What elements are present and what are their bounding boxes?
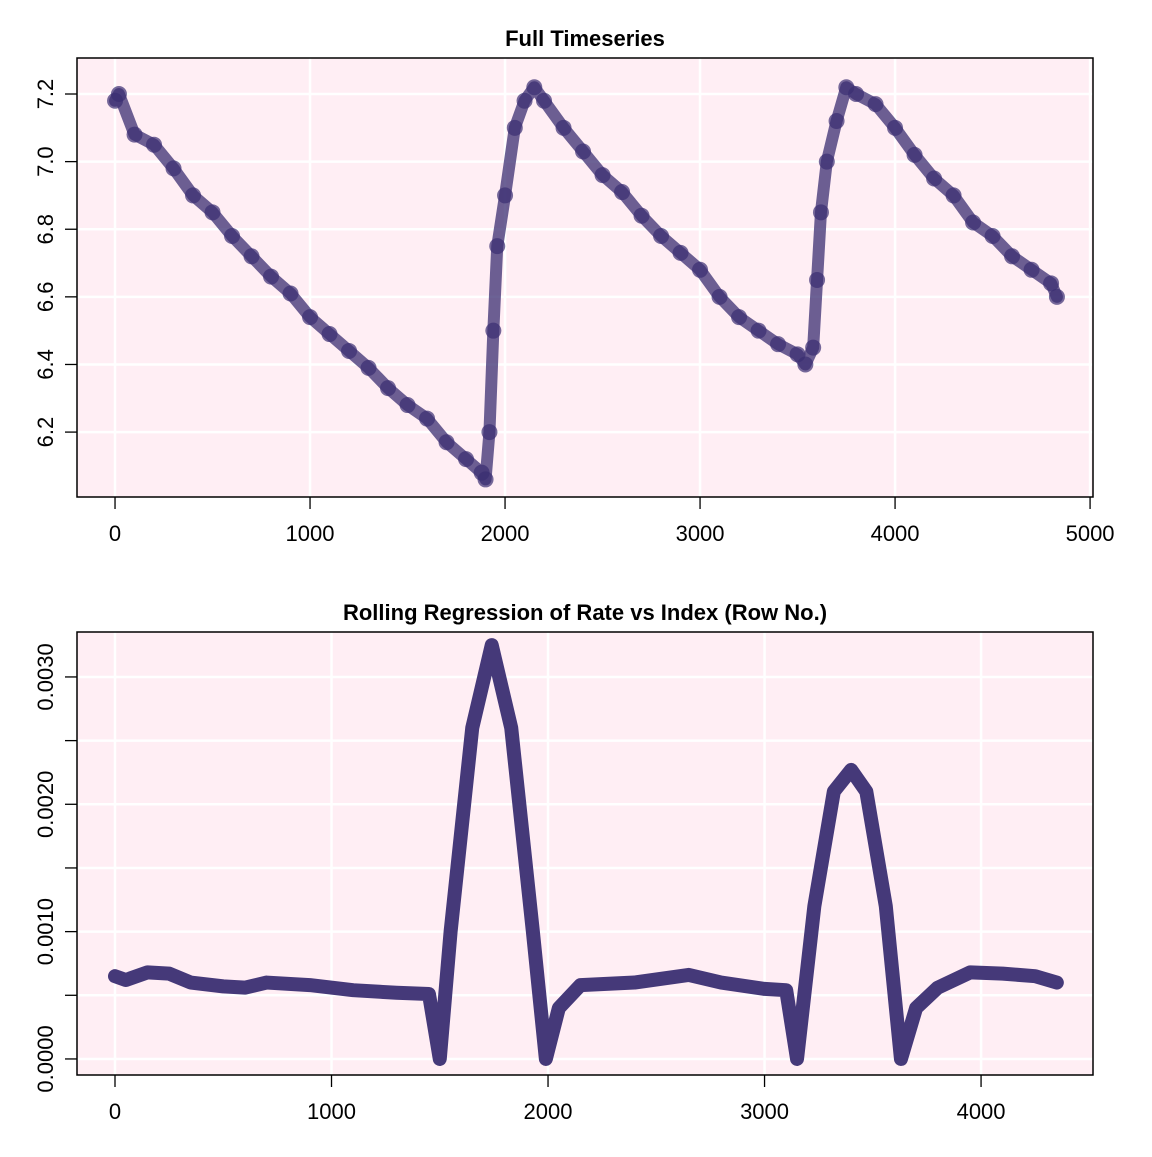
point xyxy=(224,228,241,245)
point xyxy=(165,160,182,177)
x-tick-label: 2000 xyxy=(481,521,530,546)
point xyxy=(360,359,377,376)
point xyxy=(380,380,397,397)
point xyxy=(805,339,822,356)
point xyxy=(243,248,260,265)
y-tick-label: 7.2 xyxy=(33,79,58,110)
plot-background xyxy=(77,58,1093,497)
chart-title: Full Timeseries xyxy=(505,26,665,51)
point xyxy=(828,113,845,130)
point xyxy=(497,187,514,204)
point xyxy=(945,187,962,204)
point xyxy=(506,119,523,136)
point xyxy=(867,96,884,113)
y-tick-label: 0.0020 xyxy=(33,771,58,838)
point xyxy=(731,309,748,326)
plot-background xyxy=(77,632,1093,1075)
point xyxy=(1023,261,1040,278)
point xyxy=(575,143,592,160)
point xyxy=(536,92,553,109)
y-tick-label: 0.0000 xyxy=(33,1025,58,1092)
point xyxy=(1043,275,1060,292)
point xyxy=(263,268,280,285)
point xyxy=(887,119,904,136)
x-tick-label: 3000 xyxy=(676,521,725,546)
x-tick-label: 1000 xyxy=(307,1099,356,1124)
x-tick-label: 0 xyxy=(109,1099,121,1124)
x-tick-label: 4000 xyxy=(957,1099,1006,1124)
point xyxy=(809,271,826,288)
y-tick-label: 6.2 xyxy=(33,417,58,448)
x-tick-label: 4000 xyxy=(871,521,920,546)
y-tick-label: 0.0010 xyxy=(33,898,58,965)
point xyxy=(926,170,943,187)
point xyxy=(711,288,728,305)
point xyxy=(489,238,506,255)
y-tick-label: 0.0030 xyxy=(33,643,58,710)
point xyxy=(399,397,416,414)
point xyxy=(594,167,611,184)
plot-frame xyxy=(76,631,1094,1076)
point xyxy=(485,322,502,339)
point xyxy=(477,471,494,488)
point xyxy=(185,187,202,204)
point xyxy=(516,92,533,109)
plot-frame xyxy=(76,57,1094,498)
point xyxy=(526,79,543,96)
point xyxy=(984,228,1001,245)
data-line xyxy=(107,638,1064,1066)
x-tick-label: 0 xyxy=(109,521,121,546)
point xyxy=(458,451,475,468)
chart: Rolling Regression of Rate vs Index (Row… xyxy=(33,600,1094,1124)
y-tick-label: 6.6 xyxy=(33,282,58,313)
point xyxy=(110,86,127,103)
point xyxy=(126,126,143,143)
point xyxy=(321,326,338,343)
point xyxy=(848,86,865,103)
point xyxy=(302,309,319,326)
point xyxy=(770,336,787,353)
point xyxy=(146,136,163,153)
point xyxy=(438,434,455,451)
point xyxy=(812,204,829,221)
point xyxy=(965,214,982,231)
point xyxy=(1048,288,1065,305)
point xyxy=(1004,248,1021,265)
point xyxy=(653,228,670,245)
point xyxy=(797,356,814,373)
point xyxy=(614,184,631,201)
y-tick-label: 7.0 xyxy=(33,146,58,177)
point xyxy=(692,261,709,278)
point xyxy=(906,146,923,163)
y-tick-label: 6.8 xyxy=(33,214,58,245)
point xyxy=(818,153,835,170)
point xyxy=(419,410,436,427)
point xyxy=(481,424,498,441)
x-tick-label: 5000 xyxy=(1066,521,1115,546)
point xyxy=(341,342,358,359)
x-tick-label: 3000 xyxy=(740,1099,789,1124)
point xyxy=(282,285,299,302)
chart-title: Rolling Regression of Rate vs Index (Row… xyxy=(343,600,827,625)
point xyxy=(750,322,767,339)
point xyxy=(633,207,650,224)
x-tick-label: 2000 xyxy=(524,1099,573,1124)
x-tick-label: 1000 xyxy=(286,521,335,546)
point xyxy=(672,244,689,261)
chart: Full Timeseries 0 1000 2000 3000 4000 5000 6.2 6… xyxy=(33,26,1115,546)
y-tick-label: 6.4 xyxy=(33,349,58,380)
point xyxy=(555,119,572,136)
point xyxy=(204,204,221,221)
